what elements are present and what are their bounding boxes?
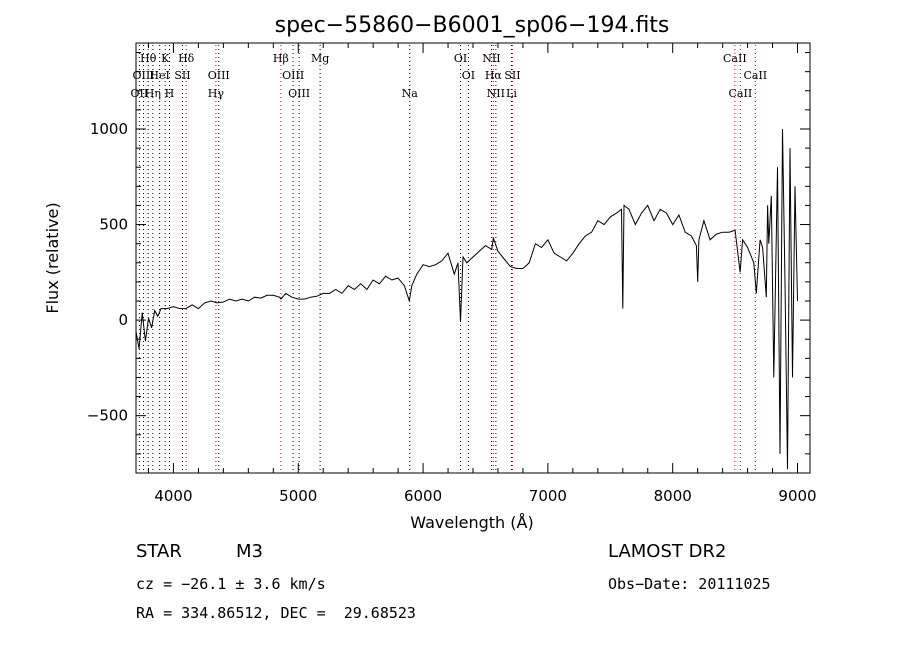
- survey-name: LAMOST DR2: [608, 541, 727, 562]
- x-tick-label: 6000: [404, 487, 442, 505]
- x-tick-label: 4000: [154, 487, 192, 505]
- line-label: OIII: [282, 69, 304, 82]
- x-tick-label: 8000: [654, 487, 692, 505]
- redshift-cz: cz = −26.1 ± 3.6 km/s: [136, 575, 326, 593]
- object-type: STAR: [136, 541, 182, 562]
- spectral-line-markers: [138, 45, 756, 473]
- y-axis-ticks: −500 0 500 1000: [87, 52, 810, 455]
- line-label: Hβ: [273, 52, 289, 65]
- x-tick-label: 5000: [279, 487, 317, 505]
- y-tick-label: 0: [118, 311, 128, 329]
- line-label: SII: [504, 69, 520, 82]
- line-label: Hγ: [208, 87, 225, 100]
- plot-frame: [135, 42, 811, 474]
- observation-date: Obs−Date: 20111025: [608, 575, 771, 593]
- line-label: OII: [131, 87, 149, 100]
- x-axis-ticks: 4000 5000 6000 7000 8000 9000: [147, 43, 817, 505]
- line-label: Hη: [145, 87, 161, 100]
- line-label: CaII: [743, 69, 767, 82]
- y-axis-label: Flux (relative): [43, 202, 62, 313]
- x-axis-label: Wavelength (Å): [410, 513, 533, 532]
- x-tick-label: 9000: [778, 487, 816, 505]
- spectrum-series-line: [135, 128, 798, 470]
- line-label: CaII: [723, 52, 747, 65]
- line-label: OIII: [288, 87, 310, 100]
- line-label: NII: [487, 87, 505, 100]
- chart-title: spec−55860−B6001_sp06−194.fits: [275, 13, 670, 38]
- line-label: OIII: [132, 69, 154, 82]
- line-label: OIII: [208, 69, 230, 82]
- line-label: Hθ: [140, 52, 157, 65]
- line-label: Mg: [311, 52, 329, 65]
- line-label: H: [165, 87, 175, 100]
- line-label: OI: [454, 52, 467, 65]
- line-label: Li: [506, 87, 517, 100]
- x-tick-label: 7000: [529, 487, 567, 505]
- y-tick-label: 1000: [90, 120, 128, 138]
- line-label: HeI: [149, 69, 169, 82]
- ra-dec: RA = 334.86512, DEC = 29.68523: [136, 604, 416, 622]
- line-label: Hα: [485, 69, 503, 82]
- line-label: K: [161, 52, 170, 65]
- object-subclass: M3: [236, 541, 263, 562]
- y-tick-label: 500: [99, 216, 128, 234]
- line-label: Na: [402, 87, 419, 100]
- line-label: CaII: [729, 87, 753, 100]
- line-label: Hδ: [178, 52, 195, 65]
- line-label: OI: [462, 69, 475, 82]
- line-label: NII: [482, 52, 500, 65]
- line-label: SII: [174, 69, 190, 82]
- y-tick-label: −500: [87, 407, 128, 425]
